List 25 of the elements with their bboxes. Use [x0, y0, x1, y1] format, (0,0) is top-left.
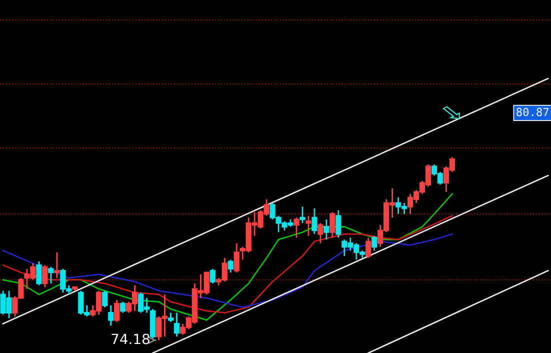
candlestick [42, 264, 48, 288]
candlestick [318, 222, 324, 244]
text: 80.87 [516, 108, 549, 116]
candlestick [294, 216, 300, 238]
candlestick [234, 242, 240, 274]
candlestick [48, 266, 54, 284]
candlestick [324, 218, 330, 240]
candlestick [300, 206, 306, 224]
candlestick [306, 215, 312, 237]
candlestick [210, 268, 216, 284]
candlestick [330, 211, 336, 238]
candlestick [372, 235, 378, 252]
candlestick [336, 210, 342, 238]
candlestick [114, 299, 120, 323]
candlestick [36, 260, 42, 286]
candlestick [108, 304, 114, 326]
candlestick [54, 252, 60, 279]
annotation: 74.18 [112, 334, 150, 344]
candlestick [174, 312, 180, 338]
candlestick [168, 312, 174, 323]
candlestick [228, 258, 234, 274]
candlestick [312, 208, 318, 235]
candlestick [366, 237, 372, 259]
candlestick [102, 290, 108, 308]
candlestick [120, 301, 126, 314]
